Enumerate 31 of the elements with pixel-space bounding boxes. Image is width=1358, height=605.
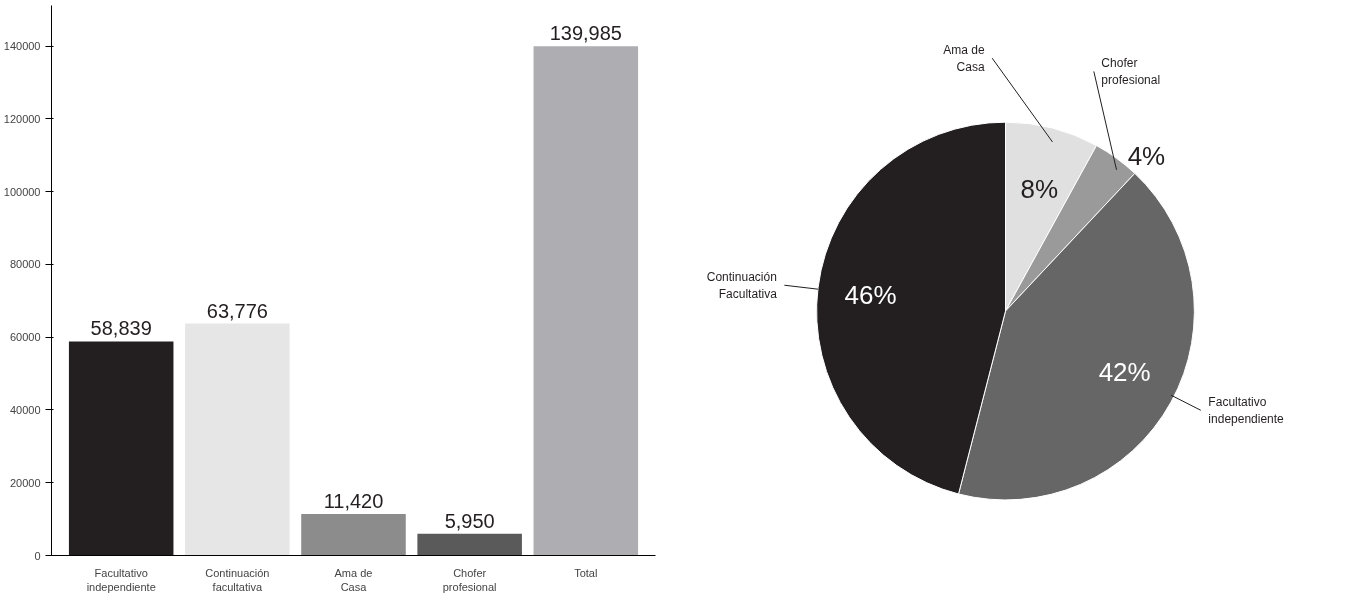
bar: [301, 513, 406, 556]
slice-label: Facultativo independiente: [1208, 394, 1285, 426]
x-tick-label: Ama de Casa: [334, 566, 373, 593]
data-label: 46%: [844, 280, 897, 311]
y-tick-label: 20000: [9, 476, 41, 489]
y-tick-label: 80000: [9, 258, 41, 271]
y-tick-label: 120000: [3, 112, 41, 125]
slice-label: Continuación Facultativa: [706, 269, 778, 301]
x-tick-label: Facultativo independiente: [86, 566, 156, 593]
bar: [68, 341, 174, 556]
bar: [533, 46, 639, 556]
data-label: 5,950: [444, 509, 495, 532]
data-label: 11,420: [323, 489, 384, 512]
x-tick-label: Chofer profesional: [442, 566, 497, 593]
y-tick-label: 100000: [3, 185, 41, 198]
bar: [417, 533, 522, 556]
slice-label: Ama de Casa: [943, 42, 985, 74]
bar: [185, 323, 290, 556]
x-tick-label: Continuación facultativa: [205, 566, 270, 593]
y-tick-label: 0: [34, 549, 41, 562]
slice-label: Chofer profesional: [1101, 56, 1161, 87]
data-label: 58,839: [90, 317, 152, 340]
data-label: 42%: [1098, 356, 1151, 387]
data-label: 4%: [1127, 140, 1166, 171]
data-label: 63,776: [206, 299, 268, 322]
y-tick-label: 40000: [9, 404, 41, 416]
data-label: 139,985: [549, 22, 622, 45]
x-tick-label: Total: [574, 566, 598, 579]
y-tick-label: 60000: [9, 331, 41, 344]
y-tick-label: 140000: [3, 40, 41, 53]
data-label: 8%: [1020, 174, 1059, 205]
